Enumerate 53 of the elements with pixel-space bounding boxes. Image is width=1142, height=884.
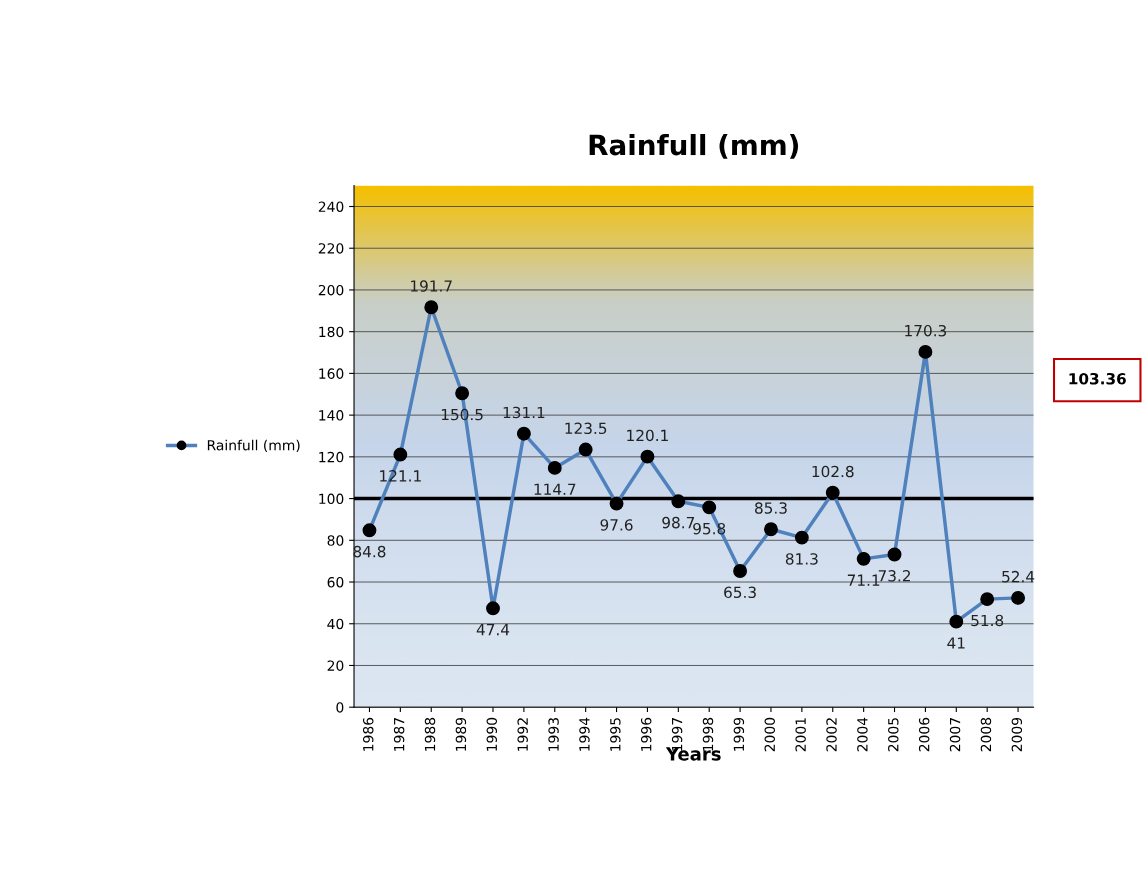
y-tick-label: 80 (327, 535, 344, 546)
x-tick-label: 2004 (857, 717, 868, 752)
data-label: 85.3 (755, 502, 787, 514)
data-label: 120.1 (627, 429, 668, 442)
data-label: 65.3 (724, 586, 756, 599)
data-label: 47.4 (476, 624, 510, 636)
x-tick-label: 1990 (486, 717, 498, 751)
data-label: 71.1 (847, 574, 880, 586)
y-tick-label: 140 (319, 410, 344, 421)
data-label: 41 (947, 637, 965, 649)
x-tick-label: 2001 (795, 718, 806, 752)
y-tick-label: 60 (327, 576, 344, 588)
x-tick-label: 2008 (980, 717, 992, 752)
x-tick-label: 2006 (918, 717, 930, 752)
x-tick-label: 1988 (424, 717, 436, 751)
data-label: 131.1 (503, 406, 545, 419)
x-tick-label: 2002 (826, 718, 837, 752)
y-tick-label: 220 (318, 243, 344, 254)
x-tick-label: 2000 (764, 717, 776, 752)
data-label: 73.2 (878, 570, 910, 582)
chart-title: Rainfull (mm) (589, 133, 799, 159)
x-tick-label: 1986 (362, 717, 374, 751)
y-tick-label: 200 (318, 284, 344, 296)
y-tick-label: 100 (319, 493, 344, 505)
data-label: 51.8 (971, 614, 1004, 627)
x-tick-label: 1987 (393, 718, 405, 751)
x-tick-label: 1989 (455, 717, 467, 751)
data-label: 97.6 (600, 519, 633, 531)
data-label: 81.3 (785, 553, 818, 565)
data-label: 52.4 (1002, 570, 1035, 583)
x-tick-label: 2007 (949, 718, 961, 752)
x-tick-label: 2005 (888, 718, 899, 752)
x-tick-label: 1993 (548, 718, 559, 751)
x-tick-label: 1996 (640, 717, 652, 751)
y-tick-label: 240 (318, 201, 344, 212)
y-tick-label: 120 (319, 451, 344, 463)
data-label: 114.7 (534, 483, 576, 495)
x-tick-label: 1994 (579, 717, 590, 751)
x-tick-label: 1992 (517, 718, 528, 751)
y-tick-label: 180 (319, 326, 344, 338)
y-tick-label: 0 (336, 702, 344, 713)
y-tick-label: 40 (327, 618, 344, 630)
x-tick-label: 1999 (733, 717, 745, 751)
y-tick-label: 160 (319, 368, 344, 379)
text: 103.36 (1069, 373, 1126, 385)
data-label: 98.7 (662, 516, 695, 529)
data-label: 102.8 (812, 465, 854, 478)
x-tick-label: 2009 (1011, 717, 1023, 752)
legend-label: Rainfull (mm) (207, 439, 300, 453)
y-tick-label: 20 (327, 660, 344, 671)
data-label: 191.7 (411, 280, 452, 292)
data-label: 123.5 (565, 422, 607, 435)
x-tick-label: 1995 (610, 718, 621, 751)
